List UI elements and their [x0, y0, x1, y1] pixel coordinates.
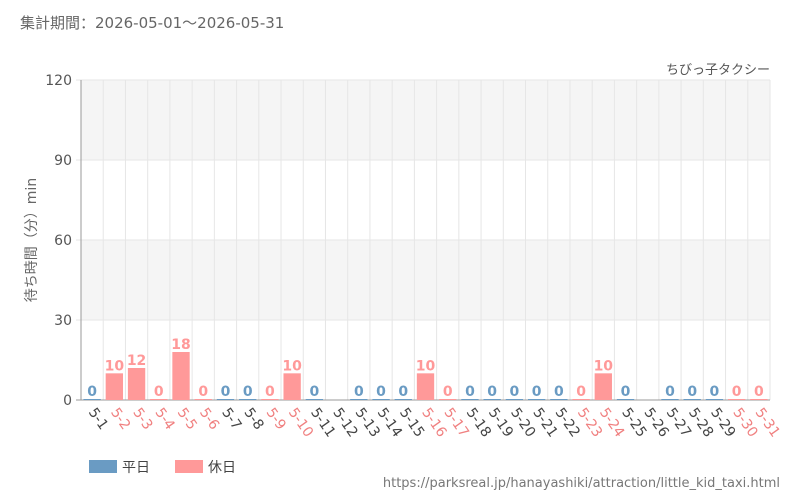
bar-5-29 — [705, 399, 724, 400]
data-label-5-14: 0 — [376, 384, 386, 400]
y-tick-label: 60 — [54, 233, 72, 249]
x-tick-label-5-5: 5-5 — [174, 405, 200, 433]
data-label-5-19: 0 — [487, 384, 497, 400]
bar-5-13 — [350, 399, 368, 400]
period-text: 集計期間：2026-05-01～2026-05-31 — [20, 14, 284, 32]
data-label-5-27: 0 — [665, 384, 675, 400]
y-axis-label: 待ち時間（分）min — [24, 178, 40, 302]
y-tick-label: 0 — [63, 393, 72, 409]
data-label-5-15: 0 — [398, 384, 408, 400]
data-label-5-3: 12 — [127, 353, 146, 369]
data-label-5-22: 0 — [554, 384, 564, 400]
data-label-5-24: 10 — [594, 358, 614, 374]
data-label-5-9: 0 — [265, 384, 275, 400]
data-label-5-31: 0 — [754, 384, 764, 400]
x-tick-label-5-6: 5-6 — [196, 405, 222, 433]
y-tick-label: 90 — [54, 153, 72, 169]
bar-5-30 — [727, 399, 746, 400]
legend-swatch-weekday — [89, 460, 117, 473]
bar-5-11 — [305, 399, 324, 400]
bar-5-18 — [461, 399, 479, 400]
bar-5-23 — [572, 399, 590, 400]
x-tick-label-5-1: 5-1 — [85, 405, 111, 433]
bar-5-28 — [683, 399, 701, 400]
bar-5-31 — [750, 399, 768, 400]
plot-background — [81, 80, 770, 320]
data-label-5-17: 0 — [443, 384, 453, 400]
x-tick-label-5-8: 5-8 — [240, 405, 266, 433]
x-tick-label-5-31: 5-31 — [752, 405, 783, 440]
data-label-5-4: 0 — [154, 384, 164, 400]
x-tick-label-5-9: 5-9 — [263, 405, 289, 433]
y-axis: 0 30 60 90 120 — [45, 73, 82, 409]
bar-5-10 — [283, 373, 301, 400]
data-label-5-6: 0 — [198, 384, 208, 400]
source-url: https://parksreal.jp/hanayashiki/attract… — [383, 476, 780, 491]
data-label-5-16: 10 — [416, 358, 436, 374]
bar-5-20 — [505, 399, 524, 400]
bar-5-8 — [239, 399, 257, 400]
data-label-5-18: 0 — [465, 384, 475, 400]
data-label-5-21: 0 — [532, 384, 542, 400]
bar-5-27 — [661, 399, 679, 400]
bar-5-14 — [372, 399, 390, 400]
data-label-5-13: 0 — [354, 384, 364, 400]
bar-5-2 — [105, 373, 124, 400]
bar-5-25 — [616, 399, 635, 400]
legend-label-holiday: 休日 — [208, 460, 236, 476]
bar-5-3 — [127, 368, 146, 400]
plot-band — [81, 80, 770, 160]
data-label-5-23: 0 — [576, 384, 586, 400]
bar-5-19 — [483, 399, 501, 400]
y-tick-label: 30 — [54, 313, 72, 329]
bar-5-4 — [150, 399, 168, 400]
data-label-5-28: 0 — [687, 384, 697, 400]
data-label-5-30: 0 — [732, 384, 742, 400]
legend-swatch-holiday — [175, 460, 203, 473]
bar-5-15 — [394, 399, 412, 400]
x-tick-label-5-3: 5-3 — [129, 405, 155, 433]
data-label-5-2: 10 — [105, 358, 125, 374]
data-label-5-10: 10 — [282, 358, 302, 374]
x-tick-label-5-2: 5-2 — [107, 405, 133, 433]
grid-lines — [76, 79, 771, 401]
x-tick-label-5-4: 5-4 — [152, 405, 178, 433]
bar-5-21 — [527, 399, 546, 400]
data-label-5-8: 0 — [243, 384, 253, 400]
data-label-5-5: 18 — [171, 337, 190, 353]
bar-5-16 — [416, 373, 435, 400]
data-label-5-11: 0 — [309, 384, 319, 400]
x-axis: 5-15-25-35-45-55-65-75-85-95-105-115-125… — [85, 405, 783, 440]
legend-label-weekday: 平日 — [122, 460, 150, 476]
chart-title: ちびっ子タクシー — [666, 63, 770, 78]
legend: 平日 休日 — [89, 460, 236, 476]
y-tick-label: 120 — [45, 73, 72, 89]
bars — [83, 352, 768, 400]
bar-5-9 — [261, 399, 279, 400]
bar-5-22 — [550, 399, 568, 400]
data-label-5-1: 0 — [87, 384, 97, 400]
x-tick-label-5-7: 5-7 — [218, 405, 244, 433]
data-label-5-29: 0 — [710, 384, 720, 400]
data-label-5-25: 0 — [621, 384, 631, 400]
bar-5-6 — [194, 399, 212, 400]
bar-5-1 — [83, 399, 101, 400]
data-label-5-7: 0 — [221, 384, 231, 400]
bar-5-24 — [594, 373, 612, 400]
plot-band — [81, 240, 770, 320]
data-label-5-20: 0 — [510, 384, 520, 400]
bar-5-7 — [216, 399, 235, 400]
bar-5-17 — [439, 399, 457, 400]
bar-5-5 — [172, 352, 190, 400]
